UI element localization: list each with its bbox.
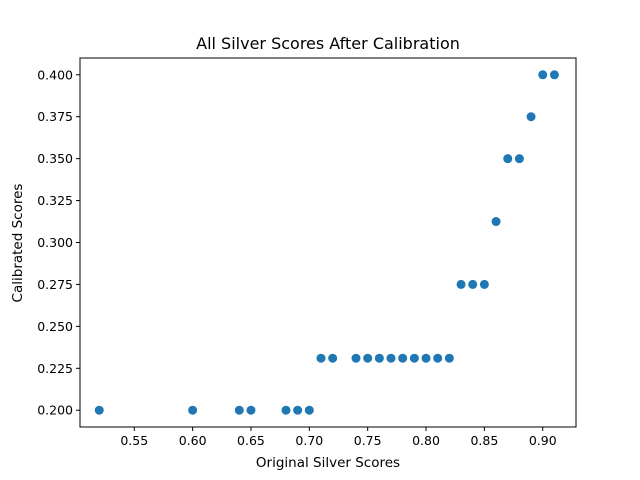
y-tick-label: 0.275 bbox=[37, 277, 73, 292]
scatter-point bbox=[433, 353, 443, 363]
plot-area bbox=[94, 70, 559, 415]
x-tick-label: 0.65 bbox=[237, 433, 265, 448]
scatter-point bbox=[234, 405, 244, 415]
y-tick-label: 0.375 bbox=[37, 109, 73, 124]
y-tick-label: 0.300 bbox=[37, 235, 73, 250]
x-tick-label: 0.90 bbox=[529, 433, 557, 448]
scatter-point bbox=[386, 353, 396, 363]
scatter-point bbox=[304, 405, 314, 415]
scatter-point bbox=[514, 154, 524, 164]
x-tick-label: 0.55 bbox=[120, 433, 148, 448]
chart-title: All Silver Scores After Calibration bbox=[196, 34, 460, 53]
x-tick-label: 0.75 bbox=[354, 433, 382, 448]
x-axis-label: Original Silver Scores bbox=[256, 455, 400, 471]
x-tick-label: 0.60 bbox=[179, 433, 207, 448]
scatter-point bbox=[468, 279, 478, 289]
y-tick-label: 0.350 bbox=[37, 151, 73, 166]
scatter-point bbox=[549, 70, 559, 80]
scatter-point bbox=[503, 154, 513, 164]
scatter-point bbox=[538, 70, 548, 80]
x-tick-label: 0.85 bbox=[470, 433, 498, 448]
scatter-point bbox=[444, 353, 454, 363]
y-tick-label: 0.325 bbox=[37, 193, 73, 208]
scatter-point bbox=[188, 405, 198, 415]
scatter-point bbox=[94, 405, 104, 415]
y-tick-label: 0.200 bbox=[37, 403, 73, 418]
scatter-point bbox=[491, 217, 501, 227]
scatter-point bbox=[421, 353, 431, 363]
y-tick-label: 0.400 bbox=[37, 67, 73, 82]
scatter-point bbox=[316, 353, 326, 363]
scatter-point bbox=[328, 353, 338, 363]
scatter-point bbox=[246, 405, 256, 415]
scatter-point bbox=[398, 353, 408, 363]
x-tick-label: 0.70 bbox=[295, 433, 323, 448]
scatter-point bbox=[456, 279, 466, 289]
scatter-point bbox=[374, 353, 384, 363]
scatter-point bbox=[363, 353, 373, 363]
y-tick-label: 0.250 bbox=[37, 319, 73, 334]
scatter-point bbox=[409, 353, 419, 363]
y-tick-label: 0.225 bbox=[37, 361, 73, 376]
scatter-point bbox=[479, 279, 489, 289]
scatter-point bbox=[293, 405, 303, 415]
scatter-point bbox=[351, 353, 361, 363]
scatter-point bbox=[281, 405, 291, 415]
scatter-point bbox=[526, 112, 536, 122]
x-tick-label: 0.80 bbox=[412, 433, 440, 448]
y-axis-label: Calibrated Scores bbox=[10, 184, 26, 303]
